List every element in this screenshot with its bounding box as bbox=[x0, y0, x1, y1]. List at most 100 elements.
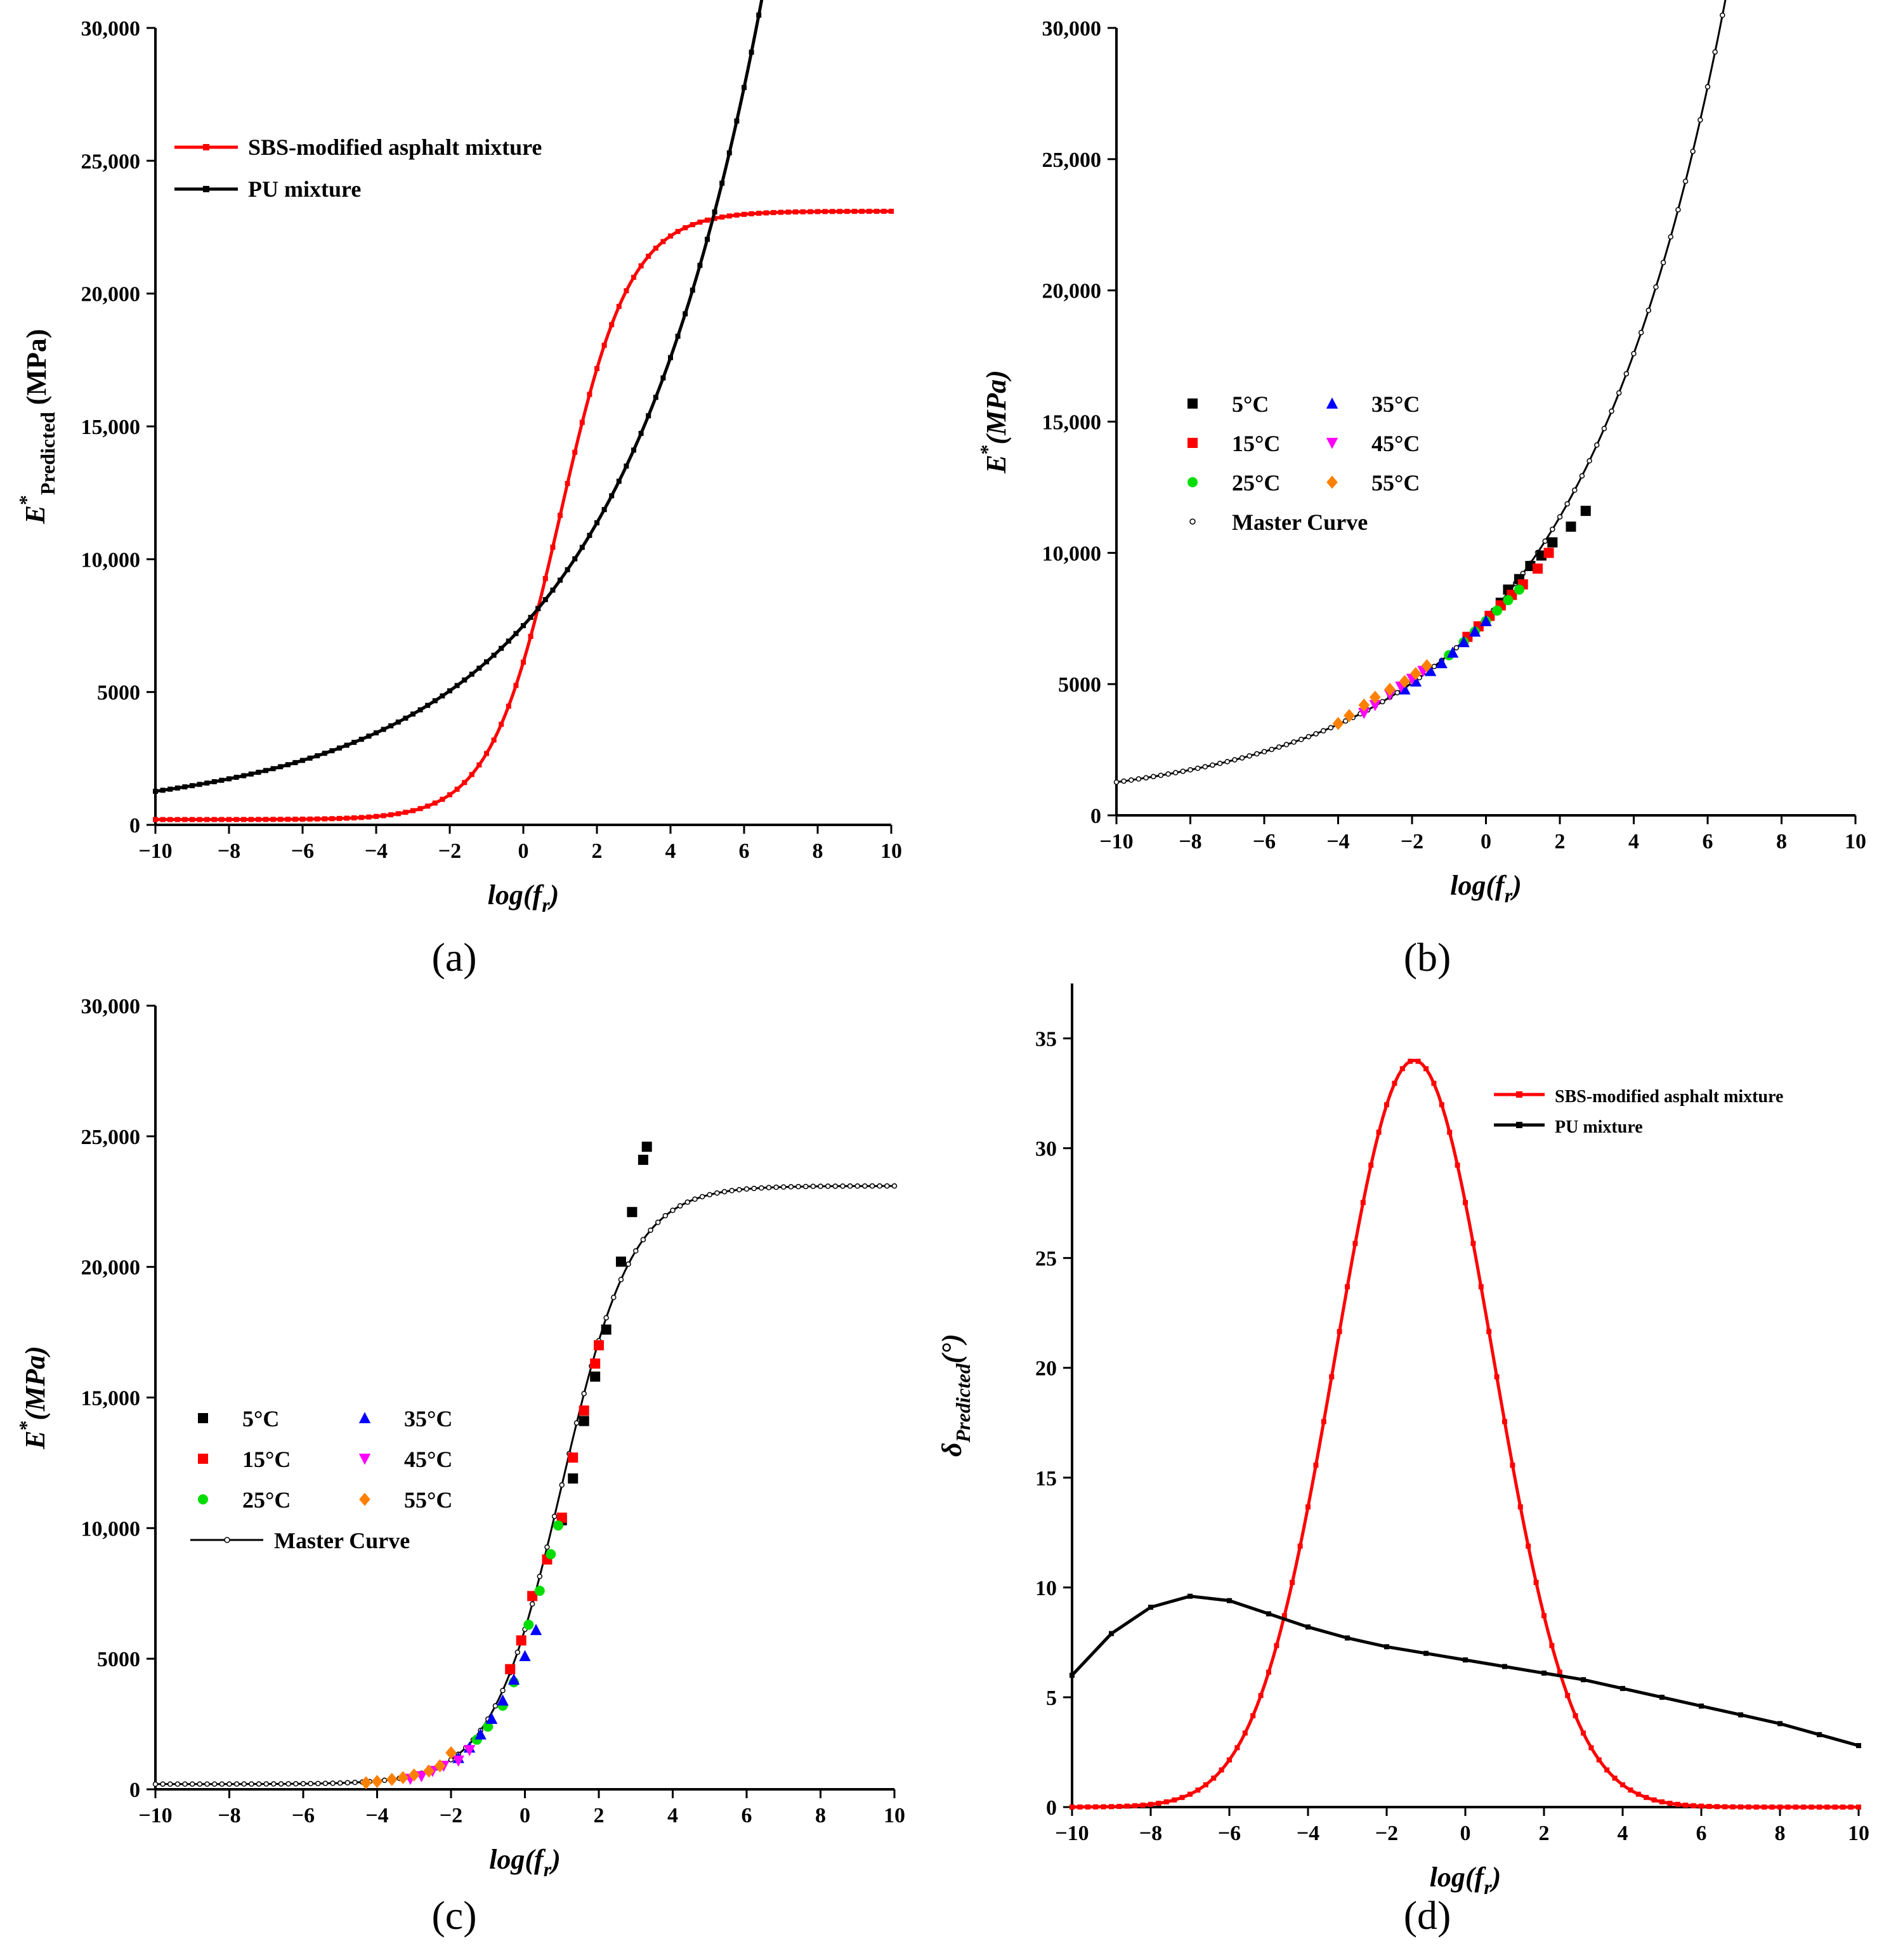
y-tick-label: 20 bbox=[1035, 1357, 1057, 1381]
master-curve-line bbox=[1116, 0, 1727, 784]
x-tick-label: 8 bbox=[813, 839, 823, 863]
y-axis-title-main: δ bbox=[936, 1442, 967, 1457]
series-point-0 bbox=[800, 209, 806, 214]
series-point-0 bbox=[1368, 1162, 1374, 1168]
master-curve-point bbox=[648, 1227, 653, 1233]
series-point-1 bbox=[256, 770, 261, 775]
series-point-0 bbox=[1431, 1081, 1437, 1086]
x-tick-label: 2 bbox=[594, 1804, 605, 1827]
series-point-1 bbox=[675, 333, 681, 339]
series-point-0 bbox=[1848, 1804, 1854, 1810]
y-tick-label: 5 bbox=[1046, 1687, 1057, 1710]
series-point-1 bbox=[499, 645, 504, 651]
y-tick-label: 30,000 bbox=[81, 17, 141, 41]
master-curve-point bbox=[640, 1237, 646, 1242]
master-curve-point bbox=[781, 1184, 787, 1190]
series-point-1 bbox=[646, 413, 651, 419]
master-curve-point bbox=[662, 1213, 669, 1219]
x-tick-label: −6 bbox=[1218, 1822, 1241, 1845]
series-point-1 bbox=[278, 764, 284, 770]
master-curve-point bbox=[1638, 329, 1644, 336]
series-point-1 bbox=[351, 739, 357, 745]
series-point-1 bbox=[211, 779, 217, 784]
series-point-1 bbox=[1305, 1624, 1311, 1630]
data-point-3 bbox=[530, 1624, 542, 1635]
series-point-1 bbox=[660, 375, 666, 381]
series-point-0 bbox=[756, 211, 762, 216]
series-point-0 bbox=[1824, 1804, 1830, 1810]
data-point-3 bbox=[1436, 657, 1448, 669]
master-curve-point bbox=[271, 1781, 277, 1787]
y-axis-title: E*(MPa) bbox=[15, 1346, 51, 1450]
series-point-1 bbox=[1187, 1593, 1193, 1599]
master-curve-point bbox=[1172, 770, 1179, 776]
master-curve-point bbox=[773, 1184, 779, 1190]
series-point-0 bbox=[1093, 1804, 1099, 1810]
master-curve-point bbox=[559, 1482, 565, 1488]
data-point-4 bbox=[463, 1745, 476, 1756]
y-axis-title-main: E bbox=[20, 505, 51, 524]
data-point-3 bbox=[1458, 636, 1470, 647]
series-point-1 bbox=[263, 768, 268, 773]
legend-label: SBS-modified asphalt mixture bbox=[248, 135, 542, 160]
series-point-1 bbox=[1463, 1657, 1468, 1663]
series-point-1 bbox=[1109, 1631, 1114, 1636]
data-point-1 bbox=[579, 1405, 589, 1416]
master-curve-point bbox=[1668, 233, 1673, 240]
master-curve-point bbox=[1180, 768, 1186, 774]
series-point-1 bbox=[719, 180, 725, 186]
master-curve-point bbox=[736, 1187, 742, 1193]
y-axis-title-unit: (MPa) bbox=[20, 1346, 51, 1420]
series-point-1 bbox=[322, 751, 327, 756]
series-point-1 bbox=[742, 84, 747, 90]
panel-caption: (b) bbox=[1404, 935, 1451, 980]
series-point-1 bbox=[609, 493, 615, 499]
data-point-5 bbox=[360, 1776, 372, 1790]
series-point-1 bbox=[292, 760, 298, 765]
master-curve-point bbox=[1660, 260, 1666, 266]
y-tick-label: 10 bbox=[1035, 1577, 1057, 1600]
data-point-5 bbox=[408, 1768, 420, 1782]
x-tick-label: 4 bbox=[1628, 830, 1639, 853]
master-curve-point bbox=[1128, 777, 1134, 783]
master-curve-point bbox=[315, 1780, 321, 1787]
master-curve-point bbox=[1143, 775, 1149, 781]
series-point-0 bbox=[366, 814, 372, 820]
master-curve-point bbox=[322, 1780, 329, 1786]
series-point-0 bbox=[771, 210, 776, 216]
series-point-0 bbox=[1455, 1162, 1460, 1168]
series-point-1 bbox=[1502, 1664, 1507, 1669]
x-tick-label: −6 bbox=[291, 839, 314, 863]
master-curve-point bbox=[492, 1703, 499, 1709]
legend-marker bbox=[198, 1494, 208, 1504]
master-curve-point bbox=[1601, 426, 1607, 431]
data-point-0 bbox=[1566, 521, 1576, 532]
series-point-0 bbox=[1376, 1129, 1382, 1135]
series-point-0 bbox=[1290, 1579, 1295, 1585]
data-point-2 bbox=[546, 1549, 556, 1560]
series-point-0 bbox=[631, 274, 636, 280]
x-axis-title-main: log(f bbox=[488, 879, 545, 911]
master-curve-point bbox=[167, 1781, 173, 1787]
data-point-5 bbox=[423, 1764, 435, 1778]
x-axis-title: log(fr) bbox=[489, 1844, 561, 1881]
master-curve-point bbox=[1313, 731, 1319, 737]
x-tick-label: −2 bbox=[440, 1804, 462, 1827]
series-line-1 bbox=[155, 0, 764, 793]
x-axis-title-sub: r bbox=[542, 893, 550, 916]
y-tick-label: 15,000 bbox=[81, 416, 141, 439]
chart-panel-c: −10 −8 −6 −4 −2 0 2 4 6 8 10 0 5000 10,000 15,000 20,00… bbox=[15, 995, 905, 1938]
master-curve-point bbox=[1609, 408, 1614, 414]
series-point-1 bbox=[307, 755, 313, 761]
y-tick-label: 25,000 bbox=[1042, 148, 1102, 172]
master-curve-point bbox=[330, 1780, 336, 1786]
series-point-0 bbox=[1408, 1058, 1413, 1064]
series-point-0 bbox=[160, 817, 166, 822]
legend-label: 35°C bbox=[404, 1406, 452, 1431]
master-curve-point bbox=[300, 1780, 306, 1787]
data-point-1 bbox=[505, 1664, 516, 1674]
data-point-1 bbox=[556, 1512, 567, 1523]
series-point-0 bbox=[881, 208, 887, 214]
y-tick-label: 30 bbox=[1035, 1138, 1057, 1161]
data-point-1 bbox=[1533, 563, 1543, 574]
